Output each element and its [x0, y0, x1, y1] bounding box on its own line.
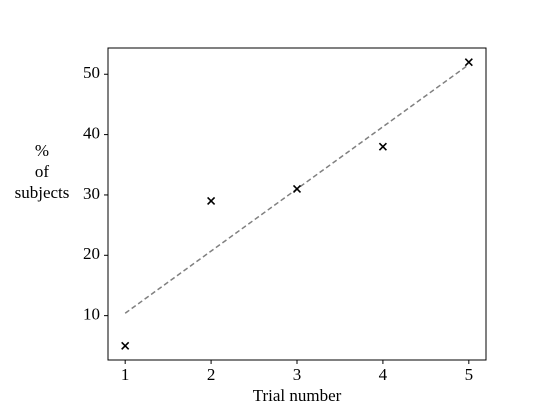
- y-tick-label: 10: [83, 305, 100, 324]
- marker: [378, 142, 387, 151]
- y-axis-label: of: [35, 162, 50, 181]
- y-tick-label: 50: [83, 63, 100, 82]
- marker: [464, 58, 473, 67]
- marker: [207, 196, 216, 206]
- plot-frame: [107, 47, 487, 361]
- marker: [292, 184, 302, 193]
- marker: [121, 341, 130, 350]
- x-tick-label: 1: [121, 365, 130, 384]
- x-axis-label: Trial number: [253, 386, 342, 405]
- x-tick-label: 3: [293, 365, 302, 384]
- y-tick-label: 30: [83, 184, 100, 203]
- x-tick-label: 4: [379, 365, 388, 384]
- y-axis-label: %: [35, 141, 49, 160]
- y-tick-label: 20: [83, 244, 100, 263]
- x-tick-label: 2: [207, 365, 216, 384]
- x-tick-label: 5: [465, 365, 474, 384]
- y-axis-label: subjects: [15, 183, 70, 202]
- y-tick-label: 40: [83, 124, 100, 143]
